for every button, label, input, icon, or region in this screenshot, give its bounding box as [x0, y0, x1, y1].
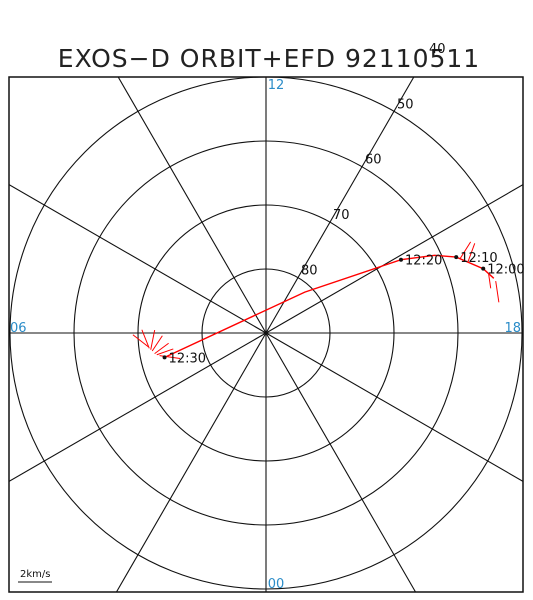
efd-vector-7: [151, 335, 163, 352]
efd-vector-2: [467, 243, 476, 262]
efd-vector-4: [159, 355, 181, 359]
latitude-label-50: 50: [397, 97, 414, 112]
chart-title: EXOS−D ORBIT+EFD 92110511: [58, 44, 480, 73]
mlt-line-8: [9, 184, 267, 334]
mlt-labels: 12 18 06 00: [10, 78, 521, 592]
scale-indicator: 2km/s: [18, 569, 52, 583]
mlt-line-10: [117, 77, 267, 334]
mlt-line-16: [265, 184, 523, 334]
efd-vector-6: [154, 342, 169, 355]
scale-label: 2km/s: [20, 569, 50, 580]
efd-vectors: [132, 241, 500, 359]
efd-vector-8: [150, 329, 156, 350]
time-label-3: 12:30: [169, 351, 206, 366]
efd-vector-1: [488, 273, 492, 289]
mlt-label-00: 00: [268, 577, 285, 592]
efd-vector-10: [132, 334, 149, 348]
time-mark-0: [481, 266, 486, 271]
mlt-line-20: [265, 332, 523, 482]
mlt-line-14: [265, 77, 415, 334]
efd-vector-9: [141, 329, 150, 349]
latitude-label-80: 80: [301, 264, 318, 279]
latitude-labels: 80 70 60 50 40: [301, 42, 446, 279]
time-label-2: 12:20: [405, 254, 442, 269]
time-label-1: 12:10: [460, 251, 497, 266]
efd-vector-3: [459, 241, 472, 259]
time-mark-3: [162, 355, 167, 360]
mlt-line-22: [265, 332, 417, 592]
latitude-label-70: 70: [333, 208, 350, 223]
latitude-label-40: 40: [429, 42, 446, 57]
polar-grid: [9, 77, 523, 592]
mlt-label-18: 18: [504, 321, 521, 336]
mlt-label-06: 06: [10, 321, 27, 336]
efd-vector-0: [495, 280, 500, 303]
mlt-line-4: [9, 332, 267, 482]
time-label-0: 12:00: [487, 263, 524, 278]
time-mark-1: [454, 255, 459, 260]
efd-vector-5: [156, 348, 174, 356]
mlt-line-2: [115, 332, 267, 592]
latitude-label-60: 60: [365, 153, 382, 168]
time-mark-2: [398, 257, 403, 262]
mlt-label-12: 12: [268, 78, 285, 93]
